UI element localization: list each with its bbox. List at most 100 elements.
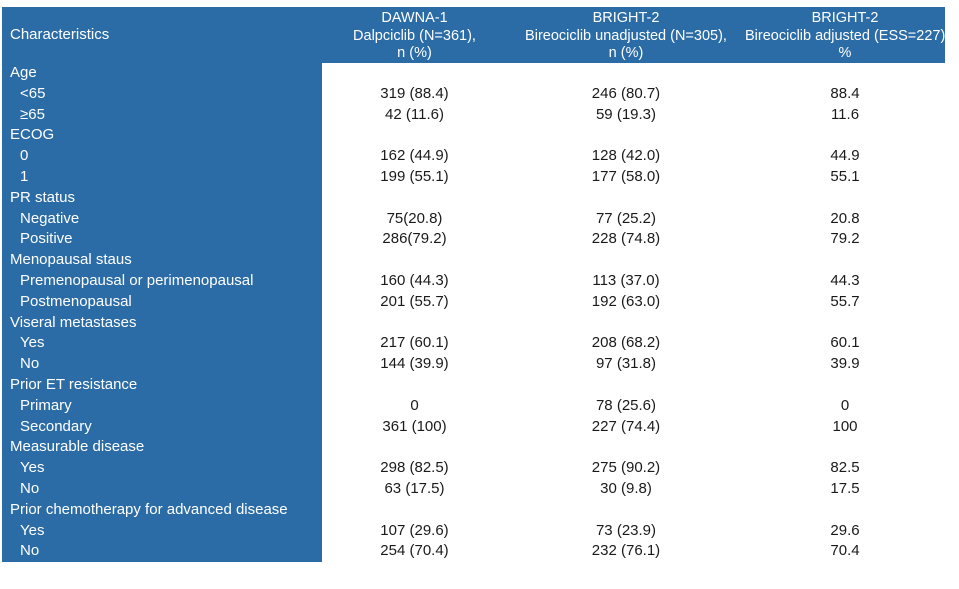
row-label: 1	[2, 166, 322, 188]
table-row: Measurable disease	[2, 437, 945, 459]
table-row: <65 319 (88.4) 246 (80.7) 88.4	[2, 83, 945, 105]
value-cell	[322, 125, 507, 147]
column-header-dawna1: DAWNA-1 Dalpciclib (N=361), n (%)	[322, 7, 507, 63]
table-row: Menopausal staus	[2, 250, 945, 271]
value-cell	[322, 437, 507, 459]
table-row: Postmenopausal 201 (55.7) 192 (63.0) 55.…	[2, 291, 945, 313]
column-header-study-name: BRIGHT-2	[811, 10, 879, 26]
value-cell: 319 (88.4)	[322, 83, 507, 105]
value-cell	[322, 499, 507, 521]
table-row: No 144 (39.9) 97 (31.8) 39.9	[2, 354, 945, 375]
column-header-study-name: DAWNA-1	[381, 10, 448, 26]
table-header: Characteristics DAWNA-1 Dalpciclib (N=36…	[2, 7, 950, 63]
value-cell	[507, 187, 745, 209]
value-cell: 192 (63.0)	[507, 291, 745, 313]
row-label: Measurable disease	[2, 437, 322, 459]
table-row: PR status	[2, 187, 945, 209]
value-cell: 17.5	[745, 478, 945, 500]
value-cell: 30 (9.8)	[507, 478, 745, 500]
row-label: PR status	[2, 187, 322, 209]
value-cell	[745, 63, 945, 84]
value-cell	[507, 63, 745, 84]
value-cell: 162 (44.9)	[322, 146, 507, 167]
row-label: Positive	[2, 229, 322, 251]
table-row: Age	[2, 63, 945, 84]
value-cell: 361 (100)	[322, 416, 507, 438]
value-cell: 97 (31.8)	[507, 354, 745, 375]
value-cell: 144 (39.9)	[322, 354, 507, 375]
column-header-unit-label: n (%)	[397, 45, 432, 61]
value-cell: 199 (55.1)	[322, 166, 507, 188]
table-row: 1 199 (55.1) 177 (58.0) 55.1	[2, 166, 945, 188]
characteristics-column-header: Characteristics	[2, 7, 322, 63]
value-cell: 82.5	[745, 458, 945, 479]
value-cell: 286(79.2)	[322, 229, 507, 251]
value-cell	[322, 63, 507, 84]
column-header-bright2-unadjusted: BRIGHT-2 Bireociclib unadjusted (N=305),…	[507, 7, 745, 63]
table-row: Premenopausal or perimenopausal 160 (44.…	[2, 270, 945, 292]
value-cell: 20.8	[745, 208, 945, 230]
value-cell: 44.9	[745, 146, 945, 167]
value-cell: 88.4	[745, 83, 945, 105]
value-cell: 0	[745, 395, 945, 417]
column-header-unit-label: %	[838, 45, 852, 61]
table-row: ECOG	[2, 125, 945, 147]
value-cell: 11.6	[745, 104, 945, 126]
row-label: Viseral metastases	[2, 312, 322, 334]
value-cell	[507, 125, 745, 147]
value-cell: 232 (76.1)	[507, 541, 745, 563]
value-cell: 55.7	[745, 291, 945, 313]
table-row: Prior ET resistance	[2, 374, 945, 396]
value-cell	[745, 437, 945, 459]
value-cell	[507, 374, 745, 396]
value-cell: 254 (70.4)	[322, 541, 507, 563]
baseline-characteristics-table: Characteristics DAWNA-1 Dalpciclib (N=36…	[2, 7, 950, 563]
row-label: Age	[2, 63, 322, 84]
value-cell: 227 (74.4)	[507, 416, 745, 438]
value-cell: 0	[322, 395, 507, 417]
value-cell: 177 (58.0)	[507, 166, 745, 188]
value-cell: 208 (68.2)	[507, 333, 745, 355]
column-header-arm-label: Bireociclib unadjusted (N=305),	[525, 27, 727, 44]
table-row: Yes 107 (29.6) 73 (23.9) 29.6	[2, 520, 945, 542]
value-cell: 29.6	[745, 520, 945, 542]
value-cell	[507, 437, 745, 459]
value-cell	[507, 312, 745, 334]
value-cell	[745, 187, 945, 209]
row-label: Postmenopausal	[2, 291, 322, 313]
table-row: Prior chemotherapy for advanced disease	[2, 499, 945, 521]
row-label: No	[2, 354, 322, 375]
value-cell	[322, 312, 507, 334]
value-cell: 128 (42.0)	[507, 146, 745, 167]
value-cell: 44.3	[745, 270, 945, 292]
row-label: Yes	[2, 458, 322, 479]
value-cell: 298 (82.5)	[322, 458, 507, 479]
column-header-unit-label: n (%)	[608, 45, 644, 61]
column-header-bright2-adjusted: BRIGHT-2 Bireociclib adjusted (ESS=227),…	[745, 7, 950, 63]
value-cell: 246 (80.7)	[507, 83, 745, 105]
table-row: No 63 (17.5) 30 (9.8) 17.5	[2, 478, 945, 500]
table-row: Viseral metastases	[2, 312, 945, 334]
row-label: Yes	[2, 520, 322, 542]
table-row: Yes 298 (82.5) 275 (90.2) 82.5	[2, 458, 945, 479]
table-row: ≥65 42 (11.6) 59 (19.3) 11.6	[2, 104, 945, 126]
column-header-arm-label: Bireociclib adjusted (ESS=227),	[745, 27, 950, 44]
value-cell: 39.9	[745, 354, 945, 375]
value-cell: 79.2	[745, 229, 945, 251]
row-label: Negative	[2, 208, 322, 230]
row-label: ECOG	[2, 125, 322, 147]
value-cell: 77 (25.2)	[507, 208, 745, 230]
value-cell: 42 (11.6)	[322, 104, 507, 126]
value-cell: 201 (55.7)	[322, 291, 507, 313]
value-cell	[745, 374, 945, 396]
table-row: No 254 (70.4) 232 (76.1) 70.4	[2, 541, 945, 563]
row-label: No	[2, 541, 322, 563]
value-cell: 107 (29.6)	[322, 520, 507, 542]
value-cell: 228 (74.8)	[507, 229, 745, 251]
value-cell	[507, 499, 745, 521]
value-cell: 217 (60.1)	[322, 333, 507, 355]
column-header-study-name: BRIGHT-2	[592, 10, 660, 26]
row-label: Secondary	[2, 416, 322, 438]
table-row: Primary 0 78 (25.6) 0	[2, 395, 945, 417]
